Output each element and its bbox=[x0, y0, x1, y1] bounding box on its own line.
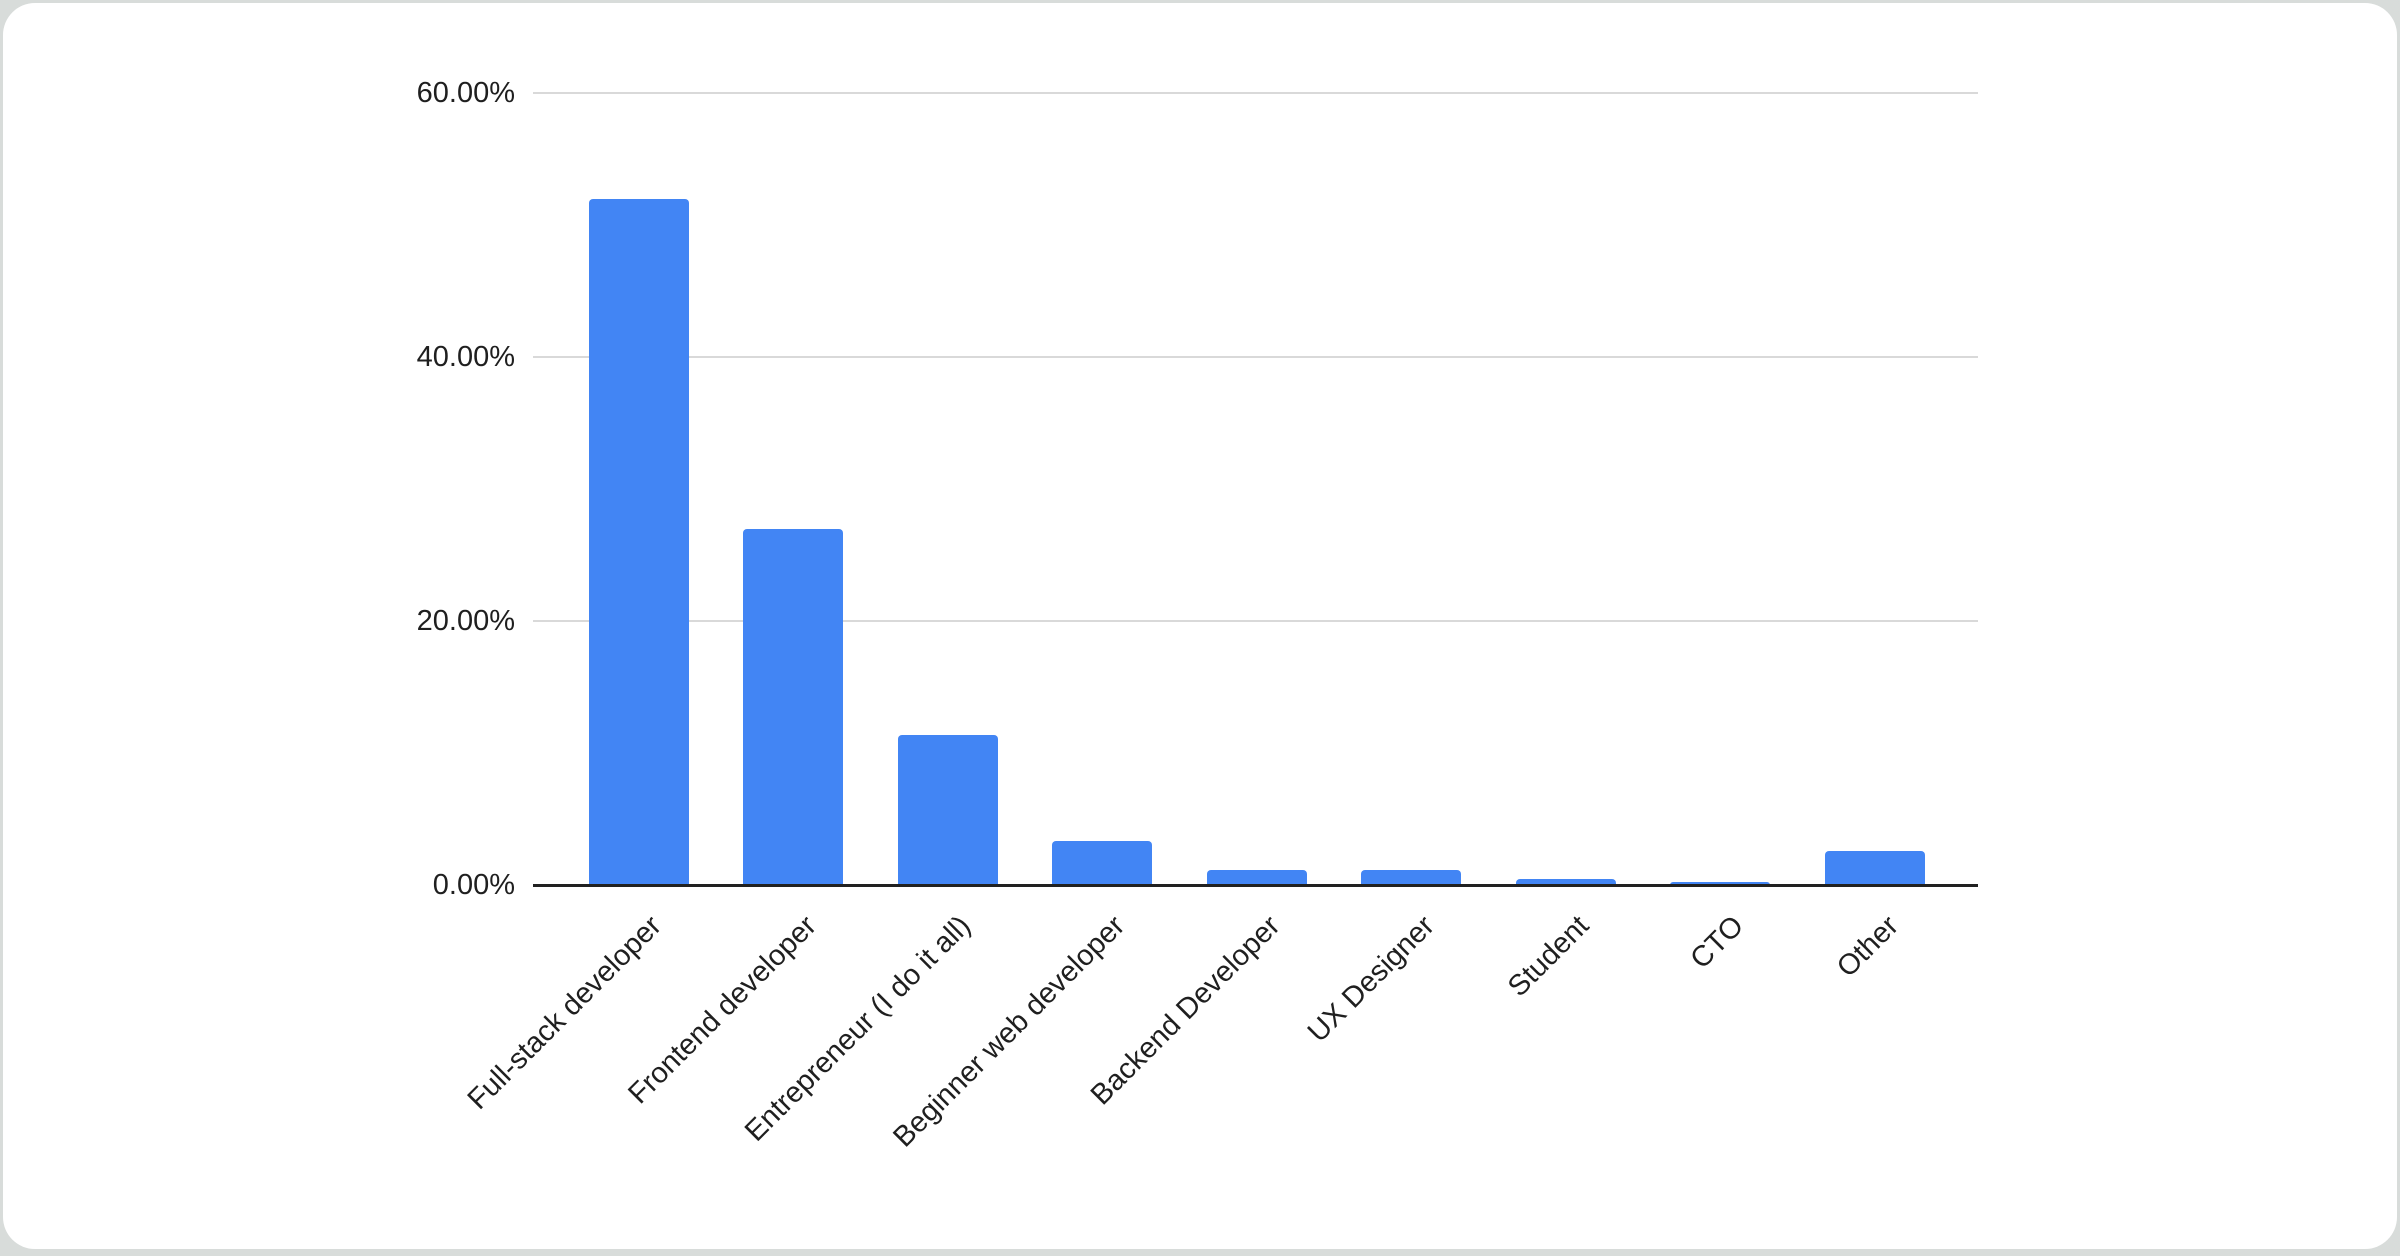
bar-entrepreneur-i-do-it-all bbox=[897, 734, 998, 885]
x-axis-label-cto: CTO bbox=[1684, 909, 1750, 976]
y-axis-tick-label: 40.00% bbox=[416, 341, 515, 373]
x-axis-label-other: Other bbox=[1830, 909, 1905, 984]
y-axis-tick-label: 0.00% bbox=[432, 869, 515, 901]
y-axis-tick-label: 60.00% bbox=[416, 77, 515, 109]
bar-backend-developer bbox=[1206, 870, 1307, 885]
y-axis-tick-label: 20.00% bbox=[416, 605, 515, 637]
bar-student bbox=[1515, 879, 1616, 885]
bar-other bbox=[1825, 850, 1926, 885]
bar-beginner-web-developer bbox=[1052, 841, 1153, 885]
bar-chart: 0.00% 20.00% 40.00% 60.00% Full-stack develo… bbox=[3, 3, 2397, 1249]
gridline bbox=[533, 356, 1978, 358]
bar-full-stack-developer bbox=[588, 198, 689, 885]
bar-ux-designer bbox=[1361, 870, 1462, 885]
gridline bbox=[533, 620, 1978, 622]
x-axis-line bbox=[533, 884, 1978, 887]
x-axis-label-ux-designer: UX Designer bbox=[1301, 909, 1441, 1049]
gridline bbox=[533, 92, 1978, 94]
bar-cto bbox=[1670, 881, 1771, 885]
bar-frontend-developer bbox=[743, 528, 844, 885]
chart-card: 0.00% 20.00% 40.00% 60.00% Full-stack develo… bbox=[3, 3, 2397, 1249]
x-axis-label-student: Student bbox=[1501, 909, 1596, 1004]
